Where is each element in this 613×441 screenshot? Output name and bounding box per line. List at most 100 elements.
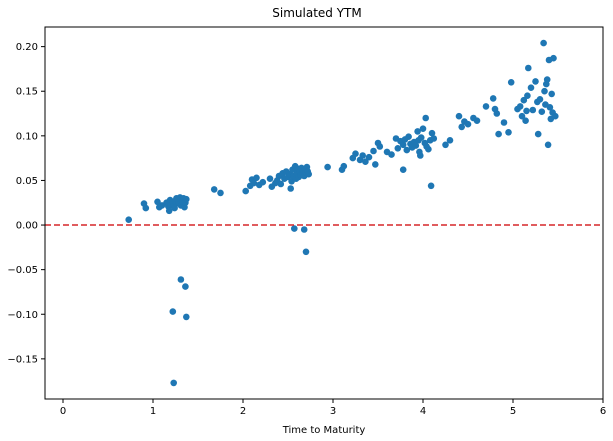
data-point [242,187,249,195]
data-point [359,152,367,159]
data-point [550,54,557,62]
data-point [259,178,267,186]
data-point [543,76,551,83]
data-point [362,158,369,165]
x-axis-label: Time to Maturity [282,425,366,436]
data-point [171,204,178,212]
data-point [525,64,532,72]
data-point [405,133,412,140]
data-point [370,147,377,155]
y-axis-ticks: −0.15 −0.10 −0.05 0.00 0.05 0.10 0.15 0.20 [7,42,45,365]
data-point [482,103,490,110]
y-tick-label: 0.10 [16,131,38,142]
x-tick-label: 4 [420,406,426,417]
y-tick-label: −0.10 [7,310,38,321]
data-point [403,146,411,154]
y-tick-label: 0.05 [16,176,38,187]
y-tick-label: 0.20 [16,42,38,53]
data-point [154,198,161,206]
data-point [534,130,542,138]
data-point [500,119,508,126]
data-point [541,87,548,95]
data-point [125,216,132,223]
data-point [536,96,544,103]
data-point [412,142,420,149]
data-point [217,189,224,197]
data-point [365,153,373,161]
data-point [287,185,295,192]
data-points [125,39,559,387]
data-point [272,179,279,187]
data-point [210,186,218,193]
data-point [493,110,501,117]
data-point [352,150,359,157]
data-point [464,120,472,128]
data-point [546,104,554,111]
data-point [165,207,173,215]
data-point [372,161,379,168]
x-tick-label: 5 [510,406,516,417]
x-axis-ticks: 0 1 2 3 4 5 6 [60,399,606,417]
data-point [538,108,546,115]
data-point [399,166,407,173]
y-tick-label: 0.15 [16,87,38,98]
chart-title: Simulated YTM [272,6,361,20]
data-point [250,179,258,187]
data-point [524,92,531,99]
data-point [505,129,512,136]
data-point [518,112,526,120]
data-point [388,151,395,158]
data-point [177,276,185,283]
data-point [142,204,150,212]
y-tick-label: 0.00 [16,221,38,232]
data-point [532,78,539,85]
data-point [529,106,537,114]
data-point [446,137,454,144]
data-point [414,128,421,135]
data-point [417,134,425,141]
data-point [302,248,310,256]
data-point [458,123,466,131]
data-point [277,180,285,188]
x-tick-label: 1 [150,406,156,417]
data-point [552,112,559,120]
data-point [527,84,535,91]
y-tick-label: −0.15 [7,354,38,365]
data-point [430,135,438,142]
x-tick-label: 0 [60,406,66,417]
x-tick-label: 6 [600,406,606,417]
data-point [417,152,424,159]
data-point [544,141,552,149]
x-tick-label: 2 [240,406,246,417]
data-point [394,145,402,152]
data-point [507,79,515,86]
data-point [489,95,497,102]
plot-frame [44,26,604,400]
data-point [376,143,384,150]
data-point [523,107,530,115]
x-tick-label: 3 [330,406,336,417]
data-point [291,225,298,232]
data-point [540,39,547,47]
data-point [548,90,555,98]
data-point [253,174,260,182]
data-point [183,195,190,203]
y-tick-label: −0.05 [7,265,38,276]
data-point [173,195,180,202]
data-point [495,130,502,138]
data-point [340,162,348,170]
data-point [183,313,190,321]
data-point [182,283,189,290]
data-point [455,112,463,120]
data-point [266,175,274,182]
data-point [473,117,481,124]
data-point [169,308,177,315]
data-point [305,170,313,178]
data-point [520,96,528,104]
data-point [516,103,524,110]
data-point [399,141,407,149]
data-point [170,379,177,387]
data-point [428,129,436,137]
data-point [425,145,432,153]
